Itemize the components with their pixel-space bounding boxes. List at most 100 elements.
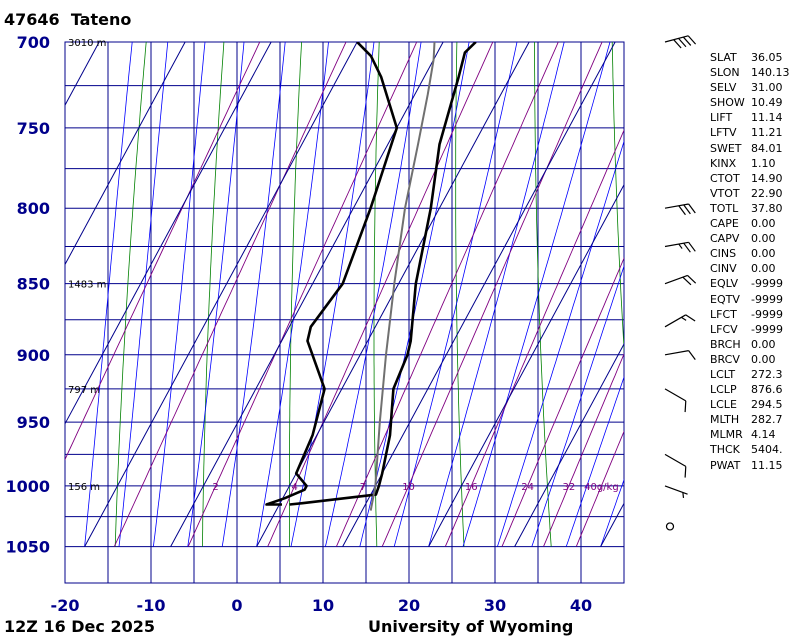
index-label: SLAT bbox=[710, 51, 737, 64]
index-label: TOTL bbox=[710, 201, 739, 215]
moist-adiabat bbox=[256, 42, 329, 547]
index-row: LFCT -9999 bbox=[710, 307, 790, 322]
index-row: BRCV 0.00 bbox=[710, 352, 790, 367]
index-value: 0.00 bbox=[751, 247, 776, 261]
index-row: CINS 0.00 bbox=[710, 246, 790, 261]
barb-flag bbox=[688, 241, 696, 252]
moist-adiabat bbox=[428, 42, 565, 547]
index-row: LFCV -9999 bbox=[710, 322, 790, 337]
index-value: 11.21 bbox=[751, 126, 783, 140]
wind-barb bbox=[664, 388, 687, 413]
wind-barb bbox=[664, 314, 696, 328]
mixing-ratio-line bbox=[65, 42, 261, 461]
barb-flag bbox=[684, 400, 687, 413]
index-label: CTOT bbox=[710, 171, 740, 185]
index-label: LFCV bbox=[710, 322, 738, 336]
index-value: 22.90 bbox=[751, 186, 783, 200]
index-row: LFTV 11.21 bbox=[710, 125, 790, 140]
barb-flag bbox=[687, 275, 697, 284]
plot-frame bbox=[64, 41, 625, 584]
index-value: 0.00 bbox=[751, 262, 776, 276]
index-value: 5404. bbox=[751, 443, 783, 457]
index-label: LCLE bbox=[710, 398, 737, 412]
index-value: 4.14 bbox=[751, 428, 776, 442]
index-row: EQTV -9999 bbox=[710, 292, 790, 307]
index-label: BRCV bbox=[710, 352, 740, 366]
index-label: SLON bbox=[710, 66, 740, 80]
isotherm bbox=[170, 42, 444, 547]
index-row: LIFT 11.14 bbox=[710, 110, 790, 125]
x-tick-label: 0 bbox=[231, 596, 242, 615]
index-value: -9999 bbox=[751, 307, 783, 321]
mixing-ratio-label: 32 bbox=[562, 482, 575, 493]
indices-panel: SLAT 36.05 SLON 140.13 SELV 31.00 SHOW 10.49 LIF… bbox=[710, 50, 790, 473]
index-row: VTOT 22.90 bbox=[710, 186, 790, 201]
height-label: 156 m bbox=[68, 482, 100, 493]
index-label: THCK bbox=[710, 443, 740, 457]
index-label: LFCT bbox=[710, 307, 737, 321]
wind-barb bbox=[664, 203, 696, 216]
barb-staff bbox=[664, 35, 689, 43]
index-label: MLMR bbox=[710, 428, 743, 442]
index-row: MLMR 4.14 bbox=[710, 427, 790, 442]
barb-half-flag bbox=[681, 316, 687, 321]
index-value: 11.14 bbox=[751, 111, 783, 125]
barb-half-flag bbox=[682, 492, 685, 499]
y-tick-label: 800 bbox=[17, 199, 50, 218]
wind-barb bbox=[664, 453, 687, 478]
wind-barb bbox=[664, 35, 697, 49]
y-tick-label: 750 bbox=[17, 119, 50, 138]
barb-staff bbox=[664, 388, 687, 402]
index-value: -9999 bbox=[751, 292, 783, 306]
isotherm bbox=[0, 42, 13, 547]
index-row: SLON 140.13 bbox=[710, 65, 790, 80]
barb-flag bbox=[678, 37, 687, 48]
index-value: 140.13 bbox=[751, 66, 790, 80]
moist-adiabat bbox=[84, 42, 133, 547]
y-tick-label: 950 bbox=[17, 413, 50, 432]
index-label: CINV bbox=[710, 262, 737, 276]
index-value: 0.00 bbox=[751, 217, 776, 231]
index-row: PWAT 11.15 bbox=[710, 458, 790, 473]
station-id: 47646 bbox=[4, 10, 60, 29]
index-label: EQLV bbox=[710, 277, 739, 291]
index-value: 31.00 bbox=[751, 81, 783, 95]
index-label: EQTV bbox=[710, 292, 740, 306]
height-label: 797 m bbox=[68, 385, 100, 396]
index-label: MLTH bbox=[710, 413, 740, 427]
index-value: 294.5 bbox=[751, 398, 783, 412]
height-label: 3010 m bbox=[68, 38, 106, 49]
index-value: -9999 bbox=[751, 322, 783, 336]
index-row: CTOT 14.90 bbox=[710, 171, 790, 186]
isotherm bbox=[514, 343, 624, 547]
index-label: SHOW bbox=[710, 96, 745, 110]
index-row: SHOW 10.49 bbox=[710, 95, 790, 110]
y-tick-label: 900 bbox=[17, 346, 50, 365]
index-value: 84.01 bbox=[751, 141, 783, 155]
index-label: LIFT bbox=[710, 111, 733, 125]
index-label: PWAT bbox=[710, 458, 741, 472]
index-label: CAPE bbox=[710, 217, 739, 231]
barb-staff bbox=[664, 350, 689, 356]
mixing-ratio-line bbox=[381, 42, 603, 547]
index-row: CINV 0.00 bbox=[710, 261, 790, 276]
mixing-ratio-line bbox=[444, 129, 624, 547]
index-row: SWET 84.01 bbox=[710, 141, 790, 156]
index-row: SELV 31.00 bbox=[710, 80, 790, 95]
moist-adiabat bbox=[531, 264, 624, 547]
isotherm bbox=[428, 183, 624, 547]
index-label: BRCH bbox=[710, 337, 741, 351]
y-tick-label: 1050 bbox=[5, 538, 50, 557]
index-row: CAPE 0.00 bbox=[710, 216, 790, 231]
barb-flag bbox=[687, 35, 697, 45]
moist-adiabat bbox=[118, 42, 169, 547]
index-value: 14.90 bbox=[751, 171, 783, 185]
dry-adiabat bbox=[288, 42, 302, 547]
index-row: BRCH 0.00 bbox=[710, 337, 790, 352]
mixing-ratio-line bbox=[113, 42, 347, 547]
index-label: KINX bbox=[710, 156, 737, 170]
index-value: 1.10 bbox=[751, 156, 776, 170]
barb-flag bbox=[685, 314, 696, 322]
moist-adiabat bbox=[325, 42, 422, 547]
